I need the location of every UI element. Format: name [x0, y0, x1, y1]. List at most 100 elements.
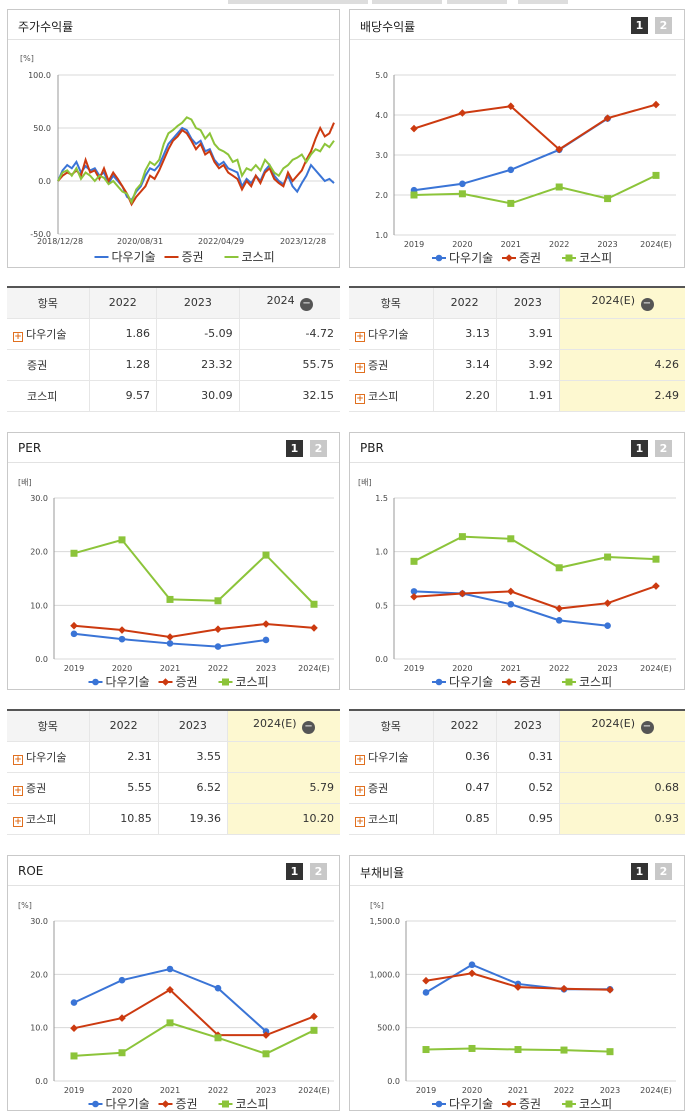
- x-tick-label: 2020: [452, 240, 472, 249]
- data-point-sector: [262, 620, 270, 628]
- panel-title: 배당수익률: [360, 20, 416, 34]
- x-tick-label: 2019: [404, 240, 424, 249]
- page-2-button[interactable]: 2: [655, 17, 672, 34]
- collapse-icon[interactable]: −: [640, 721, 654, 735]
- data-point-company: [468, 961, 476, 969]
- x-tick-label: 2020: [112, 1086, 132, 1095]
- cell: 23.32: [156, 349, 240, 381]
- col-header: 2024 −: [239, 287, 340, 319]
- x-tick-label: 2020: [112, 664, 132, 673]
- table-row: 코스피 9.57 30.09 32.15: [7, 380, 340, 412]
- y-tick-label: 5.0: [375, 71, 388, 80]
- x-tick-label: 2020/08/31: [117, 237, 163, 246]
- row-label-text: 다우기술: [26, 750, 67, 764]
- x-tick-label: 2021: [160, 664, 180, 673]
- data-point-kospi: [166, 1019, 174, 1027]
- data-point-company: [435, 678, 443, 686]
- data-point-sector: [118, 626, 126, 634]
- page-1-button[interactable]: 1: [286, 440, 303, 457]
- expand-icon[interactable]: +: [355, 785, 365, 796]
- expand-icon[interactable]: +: [13, 754, 23, 765]
- row-label-text: 코스피: [368, 389, 399, 403]
- per-chart: [배] 30.0 20.0 10.0 0.0 2019 2020 2021 2022 2023 20…: [18, 478, 334, 689]
- cell: 4.26: [559, 349, 685, 381]
- expand-icon[interactable]: +: [13, 331, 23, 342]
- cell: 0.68: [559, 772, 685, 804]
- collapse-icon[interactable]: −: [300, 298, 314, 312]
- table-row: + 다우기술 1.86 -5.09 -4.72: [7, 318, 340, 350]
- y-tick-label: -50.0: [30, 230, 51, 239]
- data-point-company: [214, 984, 222, 992]
- x-tick-label: 2021: [501, 240, 521, 249]
- data-point-sector: [118, 1014, 126, 1022]
- expand-icon[interactable]: +: [355, 362, 365, 373]
- data-point-kospi: [214, 1034, 222, 1042]
- collapse-icon[interactable]: −: [302, 721, 316, 735]
- page-1-button[interactable]: 1: [631, 440, 648, 457]
- data-point-company: [604, 622, 611, 630]
- data-point-company: [214, 643, 222, 650]
- page-1-button[interactable]: 1: [286, 863, 303, 880]
- page-1-button[interactable]: 1: [631, 863, 648, 880]
- row-label[interactable]: + 코스피: [349, 803, 434, 835]
- row-label[interactable]: + 다우기술: [349, 741, 434, 773]
- row-label-text: 증권: [368, 781, 389, 795]
- expand-icon[interactable]: +: [355, 393, 365, 404]
- row-label[interactable]: + 증권: [349, 349, 434, 381]
- page-2-button[interactable]: 2: [655, 863, 672, 880]
- row-label[interactable]: + 증권: [7, 772, 90, 804]
- dividend-yield-chart: 5.0 4.0 3.0 2.0 1.0 2019 2020 2021 2022 2023 2024(…: [375, 71, 676, 265]
- page-1-button[interactable]: 1: [631, 17, 648, 34]
- legend-label-kospi: 코스피: [579, 675, 612, 689]
- row-label[interactable]: + 증권: [349, 772, 434, 804]
- col-header-label: 2024(E): [591, 717, 635, 731]
- col-header: 항목: [7, 287, 90, 319]
- y-tick-label: 10.0: [30, 1024, 48, 1033]
- expand-icon[interactable]: +: [13, 785, 23, 796]
- data-point-sector: [606, 986, 614, 994]
- data-point-sector: [652, 100, 660, 109]
- data-point-kospi: [565, 254, 573, 262]
- dividend-table: 항목 2022 2023 2024(E) − + 다우기술 3.13 3.91 +…: [349, 286, 685, 412]
- cell: 3.14: [433, 349, 497, 381]
- cell: [559, 741, 685, 773]
- panel-title: 부채비율: [360, 866, 405, 880]
- panel-title: PBR: [360, 441, 384, 455]
- collapse-icon[interactable]: −: [640, 298, 654, 312]
- x-tick-label: 2022: [208, 664, 228, 673]
- data-point-company: [92, 1100, 99, 1108]
- data-point-sector: [166, 633, 174, 641]
- expand-icon[interactable]: +: [355, 331, 365, 342]
- row-label-text: 증권: [368, 358, 389, 372]
- x-tick-label: 2023: [256, 664, 276, 673]
- legend-label-sector: 증권: [176, 1097, 198, 1111]
- cell: 0.52: [496, 772, 560, 804]
- axis-unit: [%]: [20, 54, 34, 63]
- row-label-text: 증권: [26, 781, 47, 795]
- row-label[interactable]: + 코스피: [349, 380, 434, 412]
- page-2-button[interactable]: 2: [310, 863, 327, 880]
- x-tick-label: 2024(E): [298, 1086, 330, 1095]
- data-point-kospi: [118, 536, 126, 544]
- data-point-kospi: [310, 600, 318, 608]
- data-point-sector: [603, 114, 612, 122]
- expand-icon[interactable]: +: [355, 754, 365, 765]
- page-2-button[interactable]: 2: [310, 440, 327, 457]
- row-label[interactable]: + 다우기술: [7, 741, 90, 773]
- data-point-company: [507, 600, 515, 608]
- row-label[interactable]: + 코스피: [7, 803, 90, 835]
- col-header: 2022: [89, 287, 158, 319]
- data-point-company: [166, 640, 174, 647]
- legend-label-company: 다우기술: [112, 250, 156, 264]
- row-label[interactable]: + 다우기술: [7, 318, 90, 350]
- row-label[interactable]: + 다우기술: [349, 318, 434, 350]
- col-header: 2022: [89, 710, 159, 742]
- data-point-sector: [505, 254, 513, 262]
- data-point-kospi: [507, 535, 515, 543]
- expand-icon[interactable]: +: [355, 816, 365, 827]
- col-header: 항목: [349, 287, 434, 319]
- col-header: 항목: [349, 710, 434, 742]
- row-label-text: 다우기술: [26, 327, 67, 341]
- expand-icon[interactable]: +: [13, 816, 23, 827]
- page-2-button[interactable]: 2: [655, 440, 672, 457]
